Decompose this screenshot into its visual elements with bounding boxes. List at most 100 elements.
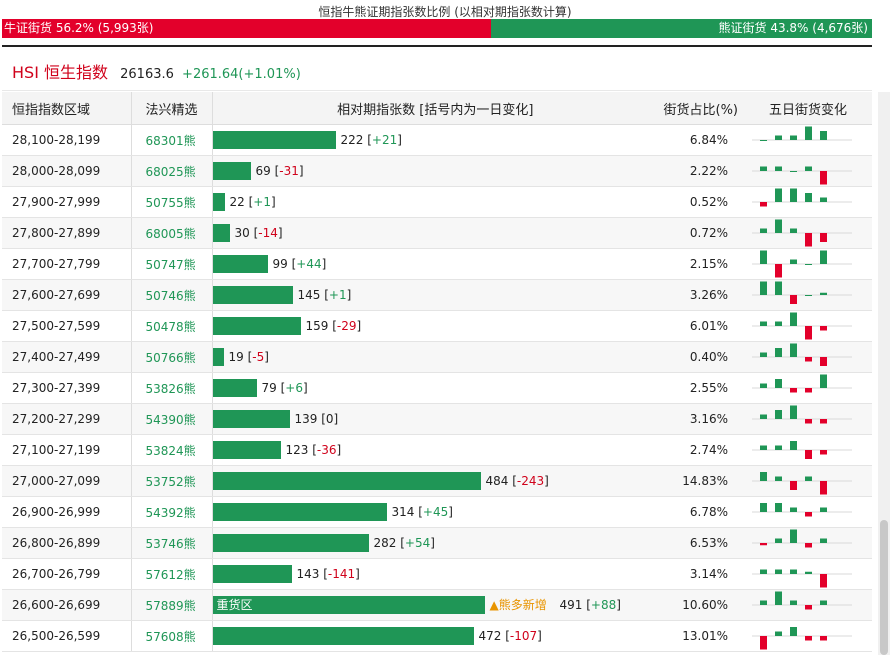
- contracts-bar-cell: 282 [+54]: [212, 527, 658, 559]
- sparkline-bar: [805, 605, 812, 610]
- five-day-change-cell: [744, 620, 872, 652]
- warrant-code-link[interactable]: 68005熊: [145, 226, 196, 241]
- sparkline-bar: [775, 379, 782, 388]
- sparkline-bar: [820, 538, 827, 543]
- five-day-change-cell: [744, 217, 872, 249]
- contracts-bar: [212, 441, 281, 459]
- sparkline-bar: [775, 476, 782, 481]
- sparkline-bar: [805, 126, 812, 140]
- contracts-number: 282: [373, 536, 397, 550]
- bar-wrapper: 123 [-36]: [212, 435, 659, 465]
- sparkline-bar: [760, 202, 767, 207]
- warrant-code-cell: 50746熊: [130, 279, 213, 311]
- sparkline-bar: [820, 326, 827, 331]
- warrant-code-link[interactable]: 53752熊: [145, 474, 196, 489]
- contracts-bar-cell: 159 [-29]: [212, 310, 658, 342]
- sparkline-bar: [820, 131, 827, 140]
- index-range-cell: 27,900-27,999: [2, 186, 131, 218]
- warrant-code-link[interactable]: 50746熊: [145, 288, 196, 303]
- sparkline-bar: [775, 321, 782, 326]
- index-range-cell: 27,200-27,299: [2, 403, 131, 435]
- warrant-code-link[interactable]: 50478熊: [145, 319, 196, 334]
- sparkline-bar: [790, 295, 797, 304]
- sparkline-bar: [805, 326, 812, 340]
- table-row: 27,200-27,299 54390熊 139 [0] 3.16%: [2, 403, 872, 435]
- warrant-code-cell: 50478熊: [130, 310, 213, 342]
- contracts-value: 484 [-243]: [485, 474, 549, 488]
- warrant-code-link[interactable]: 57612熊: [145, 567, 196, 582]
- warrant-code-link[interactable]: 53746熊: [145, 536, 196, 551]
- sparkline-bar: [775, 348, 782, 357]
- sparkline-bar: [790, 312, 797, 326]
- scrollbar-thumb[interactable]: [880, 520, 888, 655]
- warrant-code-link[interactable]: 57889熊: [145, 598, 196, 613]
- warrant-code-cell: 68025熊: [130, 155, 213, 187]
- table-row: 28,000-28,099 68025熊 69 [-31] 2.22%: [2, 155, 872, 187]
- sparkline-bar: [790, 188, 797, 202]
- sparkline-bar: [805, 264, 812, 265]
- bar-wrapper: 314 [+45]: [212, 497, 659, 527]
- sparkline-bar: [805, 450, 812, 459]
- contracts-number: 69: [255, 164, 271, 178]
- index-range-cell: 27,000-27,099: [2, 465, 131, 497]
- warrant-code-cell: 68301熊: [130, 124, 213, 156]
- contracts-bar: [212, 379, 257, 397]
- contracts-value: 99 [+44]: [272, 257, 327, 271]
- sparkline-bar: [760, 166, 767, 171]
- scrollbar-track[interactable]: [878, 92, 890, 655]
- five-day-sparkline: [752, 627, 852, 650]
- five-day-sparkline: [752, 472, 852, 495]
- warrant-code-link[interactable]: 54392熊: [145, 505, 196, 520]
- warrant-code-link[interactable]: 57608熊: [145, 629, 196, 644]
- outstanding-share-cell: 6.01%: [658, 310, 744, 342]
- warrant-code-link[interactable]: 50747熊: [145, 257, 196, 272]
- outstanding-share-cell: 14.83%: [658, 465, 744, 497]
- contracts-value: 314 [+45]: [391, 505, 453, 519]
- outstanding-share-cell: 0.52%: [658, 186, 744, 218]
- warrant-code-link[interactable]: 50755熊: [145, 195, 196, 210]
- sparkline-bar: [805, 193, 812, 202]
- index-range-cell: 27,800-27,899: [2, 217, 131, 249]
- contracts-number: 314: [391, 505, 415, 519]
- warrant-code-cell: 54390熊: [130, 403, 213, 435]
- contracts-value: 222 [+21]: [340, 133, 402, 147]
- sparkline-bar: [820, 574, 827, 588]
- five-day-change-cell: [744, 527, 872, 559]
- sparkline-bar: [820, 507, 827, 512]
- daily-change: +6: [285, 381, 303, 395]
- bar-wrapper: 69 [-31]: [212, 156, 659, 186]
- contracts-bar-cell: 139 [0]: [212, 403, 658, 435]
- divider: [2, 45, 872, 47]
- daily-change: -14: [258, 226, 278, 240]
- sparkline-bar: [760, 472, 767, 481]
- contracts-bar-cell: 472 [-107]: [212, 620, 658, 652]
- sparkline-bar: [775, 410, 782, 419]
- warrant-code-link[interactable]: 68301熊: [145, 133, 196, 148]
- sparkline-bar: [820, 233, 827, 242]
- bear-distribution-table: 恒指指数区域 法兴精选 相对期指张数 [括号内为一日变化] 街货占比(%) 五日…: [2, 92, 872, 652]
- contracts-bar: [212, 224, 230, 242]
- contracts-bar-cell: 79 [+6]: [212, 372, 658, 404]
- warrant-code-link[interactable]: 50766熊: [145, 350, 196, 365]
- index-range-cell: 27,400-27,499: [2, 341, 131, 373]
- warrant-code-link[interactable]: 53826熊: [145, 381, 196, 396]
- header-index-range: 恒指指数区域: [2, 92, 131, 125]
- sparkline-bar: [820, 636, 827, 641]
- contracts-number: 145: [297, 288, 321, 302]
- contracts-bar: [212, 286, 293, 304]
- warrant-code-link[interactable]: 53824熊: [145, 443, 196, 458]
- bar-wrapper: 145 [+1]: [212, 280, 659, 310]
- contracts-number: 484: [485, 474, 509, 488]
- warrant-code-link[interactable]: 68025熊: [145, 164, 196, 179]
- five-day-sparkline: [752, 374, 852, 393]
- daily-change: -107: [509, 629, 538, 643]
- contracts-bar: [212, 565, 292, 583]
- sparkline-bar: [790, 228, 797, 233]
- five-day-sparkline: [752, 188, 852, 207]
- warrant-code-link[interactable]: 54390熊: [145, 412, 196, 427]
- sparkline-bar: [775, 264, 782, 278]
- sparkline-bar: [805, 295, 812, 296]
- sparkline-bar: [760, 352, 767, 357]
- five-day-change-cell: [744, 589, 872, 621]
- contracts-bar-cell: 145 [+1]: [212, 279, 659, 311]
